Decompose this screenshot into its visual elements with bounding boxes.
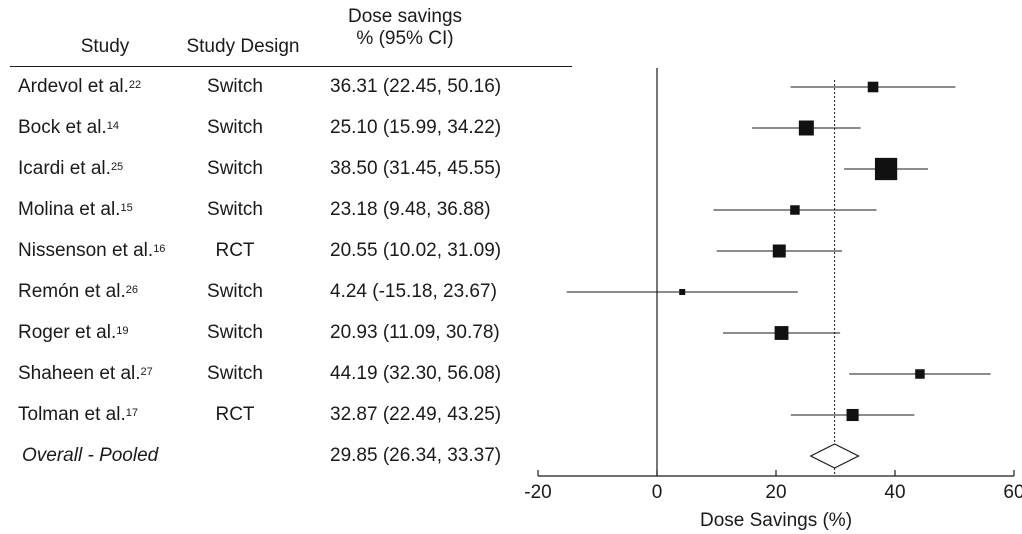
study-reference: 17: [125, 407, 138, 419]
study-name: Icardi et al.25: [18, 158, 123, 180]
study-name: Tolman et al.17: [18, 404, 138, 426]
study-design: Switch: [207, 199, 263, 220]
study-reference: 26: [125, 284, 138, 296]
header-divider: [10, 66, 572, 67]
x-tick-label: 0: [652, 482, 663, 503]
study-reference: 22: [128, 79, 142, 91]
dose-savings-estimate: 20.55 (10.02, 31.09): [330, 240, 502, 261]
study-estimate-marker: [774, 326, 789, 340]
study-name: Nissenson et al.16: [18, 240, 165, 262]
study-reference: 16: [153, 243, 166, 255]
overall-row: Overall - Pooled 29.85 (26.34, 33.37): [0, 441, 560, 471]
header-dose-savings: Dose savings % (95% CI): [320, 6, 490, 50]
study-design: Switch: [207, 117, 263, 138]
overall-label: Overall - Pooled: [22, 445, 159, 466]
study-name: Molina et al.15: [18, 199, 133, 221]
study-estimate-marker: [867, 81, 879, 93]
table-row: Tolman et al.17 RCT 32.87 (22.49, 43.25): [0, 400, 560, 430]
dose-savings-estimate: 38.50 (31.45, 45.55): [330, 158, 502, 179]
study-estimate-marker: [772, 244, 786, 258]
study-estimate-marker: [679, 289, 686, 295]
header-study: Study: [80, 36, 130, 57]
study-name: Remón et al.26: [18, 281, 138, 303]
dose-savings-estimate: 36.31 (22.45, 50.16): [330, 76, 502, 97]
study-estimate-marker: [798, 120, 814, 136]
study-name-text: Remón et al.: [18, 281, 126, 302]
study-name-text: Icardi et al.: [18, 158, 111, 179]
study-name-text: Nissenson et al.: [18, 240, 154, 261]
dose-savings-estimate: 44.19 (32.30, 56.08): [330, 363, 502, 384]
study-name-text: Roger et al.: [18, 322, 117, 343]
dose-savings-estimate: 25.10 (15.99, 34.22): [330, 117, 502, 138]
overall-estimate: 29.85 (26.34, 33.37): [330, 445, 502, 466]
study-reference: 27: [140, 366, 153, 378]
header-dose-savings-line1: Dose savings: [347, 6, 463, 27]
header-dose-savings-line2: % (95% CI): [356, 28, 454, 49]
table-row: Nissenson et al.16 RCT 20.55 (10.02, 31.09…: [0, 236, 560, 266]
study-design: RCT: [215, 404, 255, 425]
header-study-design: Study Design: [186, 36, 300, 57]
study-estimate-marker: [790, 205, 800, 215]
study-name-text: Shaheen et al.: [18, 363, 141, 384]
table-row: Molina et al.15 Switch 23.18 (9.48, 36.88): [0, 195, 560, 225]
study-design: RCT: [215, 240, 255, 261]
study-design: Switch: [207, 322, 263, 343]
x-axis-label: Dose Savings (%): [700, 510, 852, 531]
pooled-estimate-diamond: [809, 443, 860, 469]
table-row: Roger et al.19 Switch 20.93 (11.09, 30.78): [0, 318, 560, 348]
study-name-text: Bock et al.: [18, 117, 107, 138]
study-estimate-marker: [874, 157, 898, 181]
table-row: Shaheen et al.27 Switch 44.19 (32.30, 56.0…: [0, 359, 560, 389]
study-reference: 19: [116, 325, 129, 337]
study-reference: 14: [106, 120, 119, 132]
study-name: Roger et al.19: [18, 322, 128, 344]
study-reference: 25: [110, 161, 124, 173]
study-design: Switch: [207, 363, 263, 384]
study-name-text: Molina et al.: [18, 199, 121, 220]
study-estimate-marker: [846, 408, 859, 422]
study-estimate-marker: [915, 369, 925, 379]
dose-savings-estimate: 32.87 (22.49, 43.25): [330, 404, 502, 425]
study-name: Bock et al.14: [18, 117, 119, 139]
study-design: Switch: [207, 158, 263, 179]
study-design: Switch: [207, 281, 263, 302]
study-name-text: Tolman et al.: [18, 404, 126, 425]
x-tick-label: 60: [1003, 482, 1022, 503]
x-tick-label: 40: [884, 482, 905, 503]
x-tick-label: -20: [524, 482, 551, 503]
dose-savings-estimate: 4.24 (-15.18, 23.67): [330, 281, 497, 302]
study-design: Switch: [207, 76, 263, 97]
dose-savings-estimate: 23.18 (9.48, 36.88): [330, 199, 491, 220]
study-name-text: Ardevol et al.: [18, 76, 129, 97]
study-name: Ardevol et al.22: [18, 76, 141, 98]
study-reference: 15: [120, 202, 133, 214]
table-row: Icardi et al.25 Switch 38.50 (31.45, 45.55…: [0, 154, 560, 184]
table-row: Ardevol et al.22 Switch 36.31 (22.45, 50.1…: [0, 72, 560, 102]
x-tick-label: 20: [765, 482, 786, 503]
table-row: Remón et al.26 Switch 4.24 (-15.18, 23.67): [0, 277, 560, 307]
table-row: Bock et al.14 Switch 25.10 (15.99, 34.22): [0, 113, 560, 143]
dose-savings-estimate: 20.93 (11.09, 30.78): [330, 322, 500, 343]
study-name: Shaheen et al.27: [18, 363, 153, 385]
